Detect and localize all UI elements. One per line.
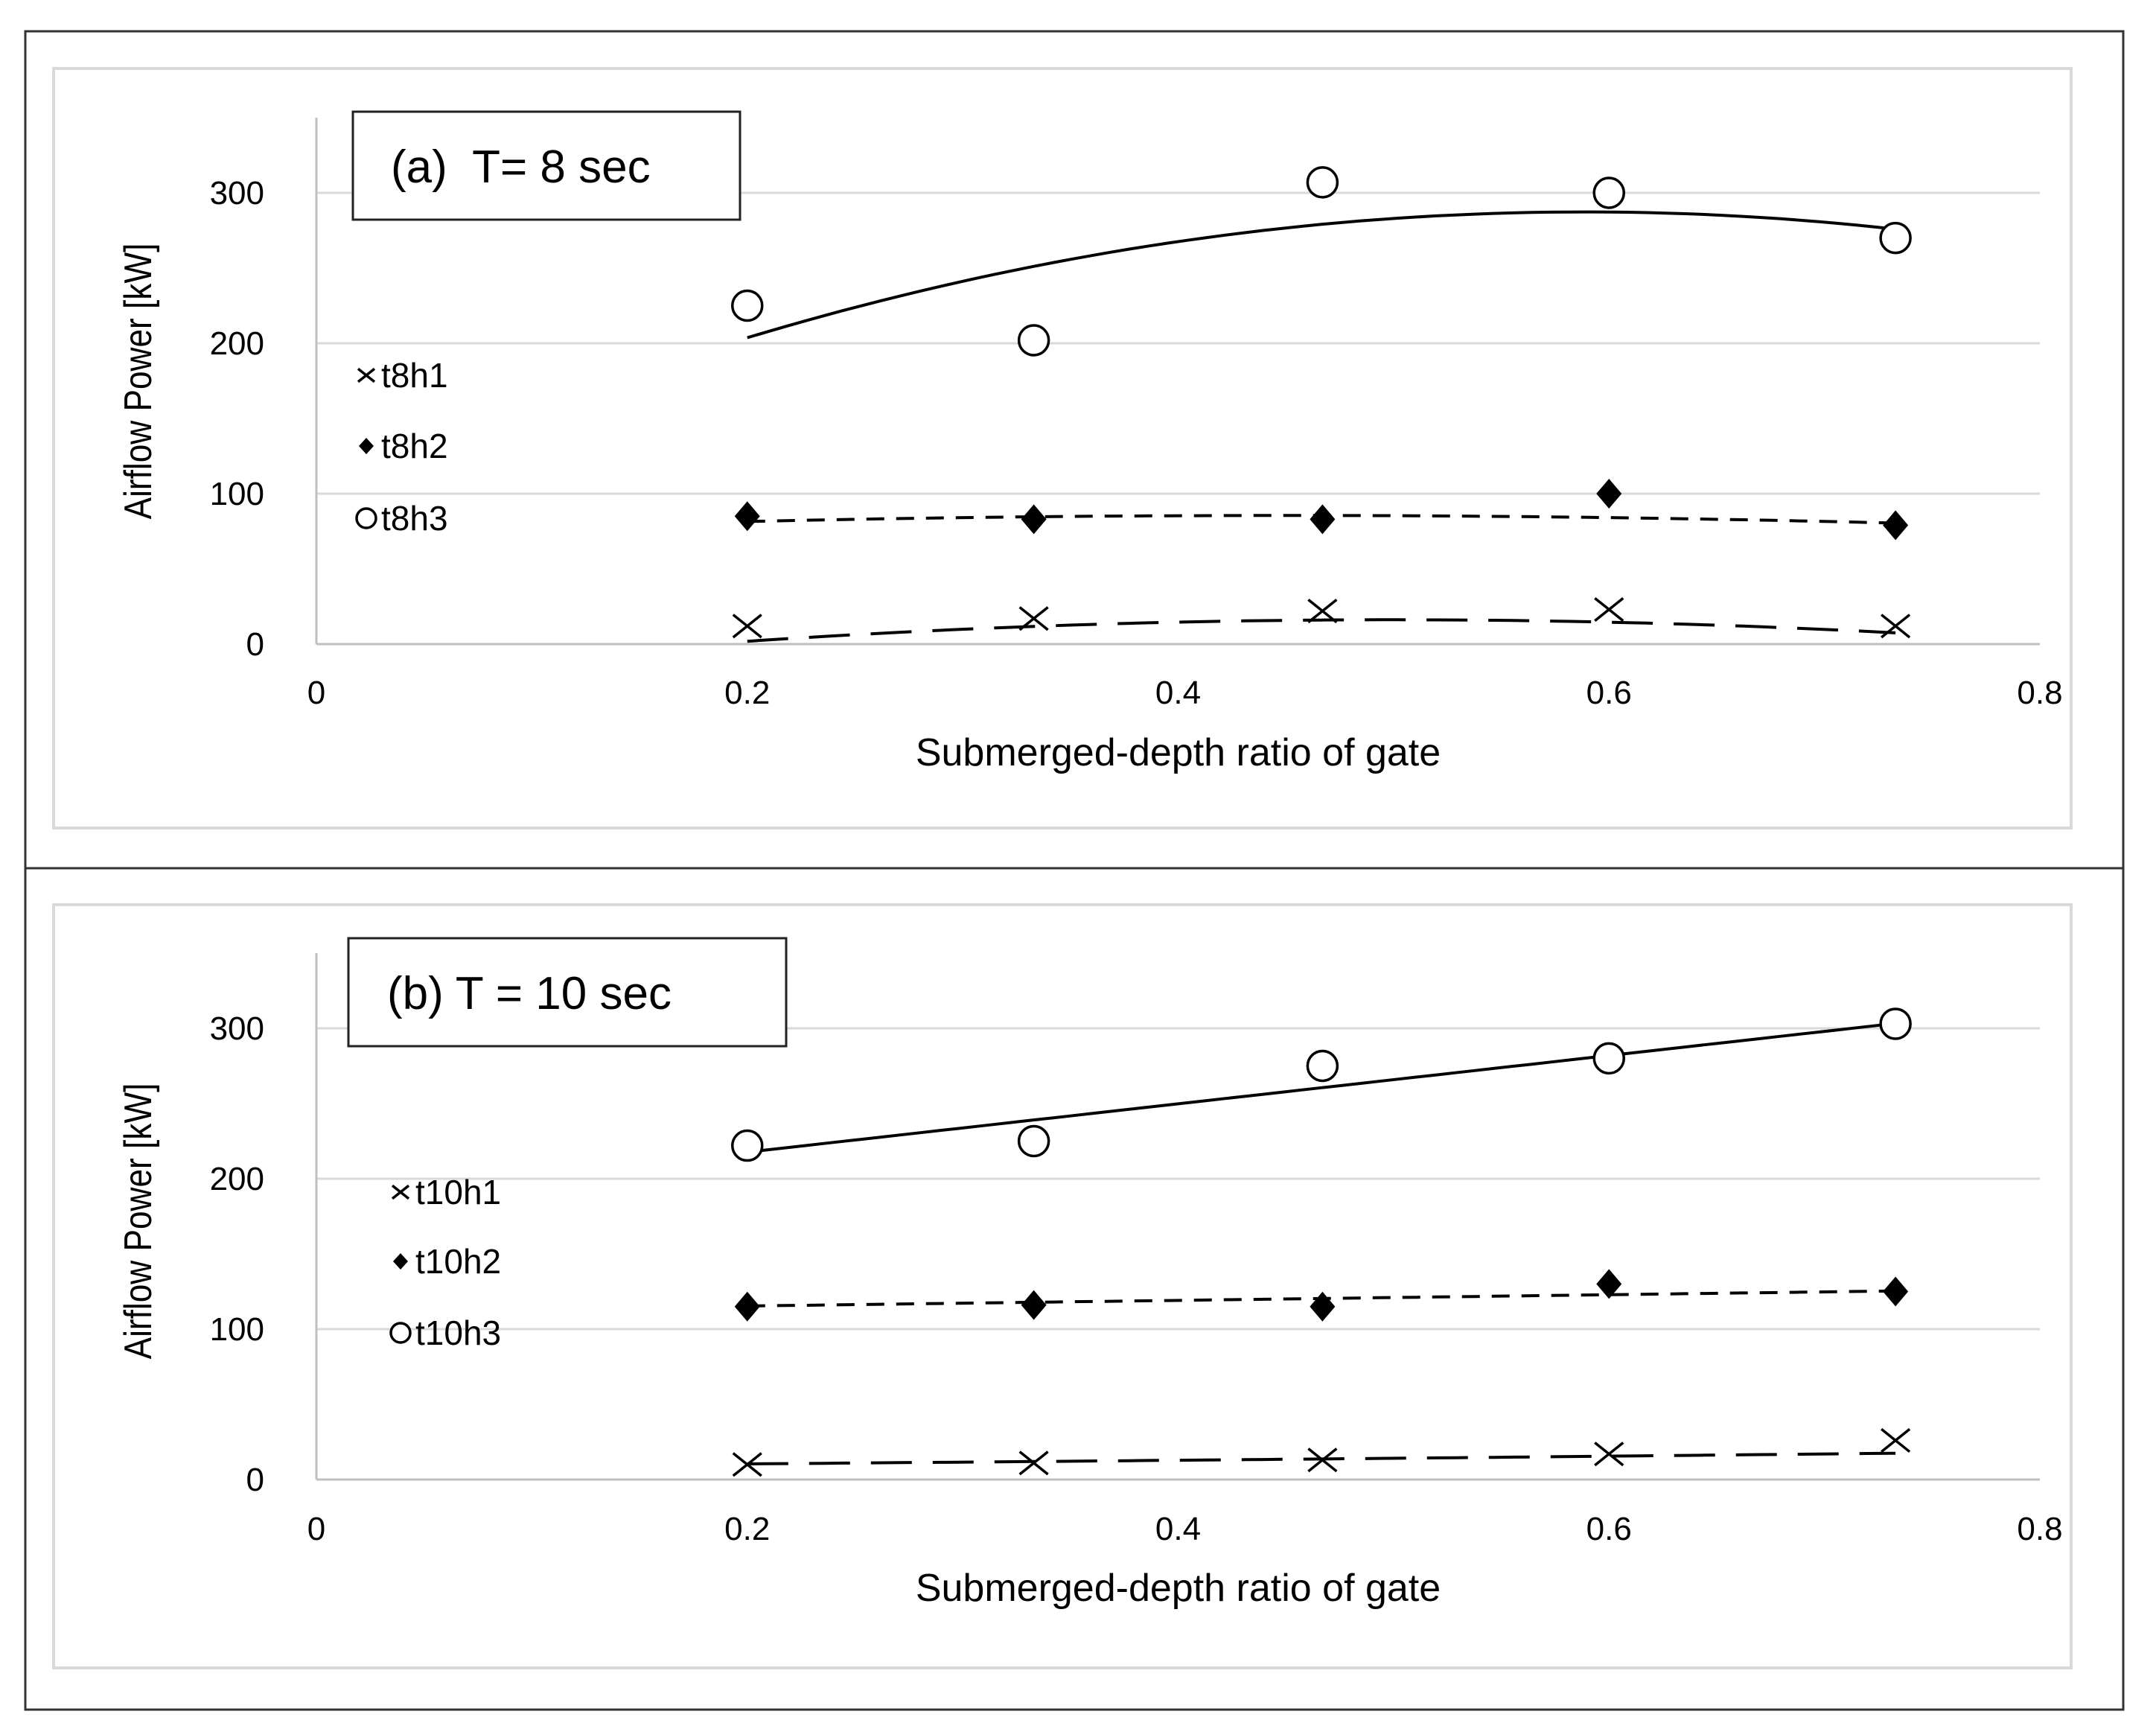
- data-point-t10h2: [1596, 1269, 1622, 1299]
- legend-label-t8h3: t8h3: [381, 499, 448, 538]
- trendline-t10h3: [747, 1022, 1896, 1154]
- figure-frame: [24, 30, 2125, 1711]
- data-point-t10h3: [1306, 1049, 1339, 1083]
- data-point-t8h3: [1592, 176, 1625, 209]
- y-tick-label: 0: [246, 626, 264, 663]
- trendline-t8h3: [747, 210, 1896, 340]
- legend-marker-t10h1: [391, 1184, 410, 1200]
- data-point-t8h3: [1017, 324, 1050, 357]
- y-tick-label: 0: [246, 1462, 264, 1498]
- data-point-t10h2: [1883, 1276, 1909, 1307]
- x-tick-label: 0.8: [2017, 675, 2062, 711]
- y-tick-label: 100: [210, 476, 264, 512]
- legend-label-t10h2: t10h2: [415, 1242, 501, 1281]
- title-box: [347, 937, 788, 1048]
- y-axis-title: Airflow Power [kW]: [117, 243, 160, 520]
- chart-panel-a: 0 100 200 300 0 0.2 0.4 0.6 0.8 Submerged-depth r…: [52, 67, 2073, 829]
- chart-title: (b) T = 10 sec: [387, 968, 672, 1019]
- series-t8h1: [732, 596, 1911, 639]
- series-t10h2: [734, 1269, 1909, 1322]
- x-tick-label: 0.2: [724, 1511, 770, 1547]
- series-t8h2: [734, 479, 1909, 541]
- y-tick-label: 200: [210, 325, 264, 362]
- data-point-t8h2: [734, 501, 760, 532]
- y-axis-title: Airflow Power [kW]: [117, 1083, 160, 1360]
- x-tick-label: 0.4: [1155, 1511, 1201, 1547]
- x-tick-label: 0.8: [2017, 1511, 2062, 1547]
- series-t10h3: [731, 1007, 1912, 1162]
- trendline-t8h1: [747, 618, 1896, 643]
- x-tick-label: 0.6: [1586, 675, 1632, 711]
- data-point-t8h2: [1021, 504, 1047, 535]
- data-point-t10h1: [1594, 1442, 1624, 1467]
- legend-label-t10h1: t10h1: [415, 1173, 501, 1211]
- title-box: [351, 110, 741, 221]
- legend-label-t8h1: t8h1: [381, 356, 448, 395]
- chart-area-border: [52, 67, 2073, 829]
- y-tick-label: 300: [210, 175, 264, 211]
- chart-panel-b: 0 100 200 300 0 0.2 0.4 0.6 0.8 Submerged-depth r…: [52, 903, 2073, 1669]
- series-t10h1: [732, 1427, 1911, 1477]
- data-point-t10h2: [1310, 1291, 1336, 1322]
- data-point-t10h3: [1017, 1124, 1050, 1158]
- x-axis-title: Submerged-depth ratio of gate: [916, 731, 1441, 774]
- legend: t10h1 t10h2 t10h3: [389, 1173, 501, 1352]
- x-tick-label: 0.4: [1155, 675, 1201, 711]
- data-point-t10h1: [1018, 1450, 1049, 1476]
- data-point-t8h1: [732, 614, 762, 639]
- legend-label-t8h2: t8h2: [381, 427, 448, 465]
- x-axis-title: Submerged-depth ratio of gate: [916, 1567, 1441, 1610]
- x-tick-label: 0.2: [724, 675, 770, 711]
- legend-marker-t8h2: [359, 438, 374, 454]
- y-tick-label: 100: [210, 1311, 264, 1348]
- x-tick-label: 0.6: [1586, 1511, 1632, 1547]
- data-point-t8h3: [731, 289, 764, 322]
- data-point-t10h3: [1879, 1007, 1912, 1040]
- data-point-t8h2: [1310, 504, 1336, 535]
- y-tick-label: 200: [210, 1161, 264, 1197]
- chart-title: (a) T= 8 sec: [391, 141, 651, 193]
- data-point-t8h2: [1883, 510, 1909, 541]
- legend-label-t10h3: t10h3: [415, 1313, 501, 1352]
- legend-marker-t8h3: [355, 507, 377, 529]
- data-point-t8h2: [1596, 479, 1622, 509]
- data-point-t10h3: [1592, 1042, 1625, 1075]
- x-tick-label: 0: [307, 1511, 325, 1547]
- data-point-t10h1: [1881, 1427, 1911, 1453]
- legend-marker-t10h2: [393, 1253, 408, 1270]
- data-point-t10h3: [731, 1129, 764, 1162]
- y-tick-label: 300: [210, 1010, 264, 1047]
- data-point-t10h1: [1307, 1448, 1338, 1473]
- chart-area-border: [52, 903, 2073, 1669]
- legend-marker-t8h1: [357, 367, 376, 383]
- data-point-t10h1: [732, 1452, 762, 1477]
- data-point-t8h3: [1879, 221, 1912, 255]
- data-point-t8h1: [1307, 598, 1338, 624]
- legend-marker-t10h3: [389, 1322, 412, 1344]
- series-t8h3: [731, 166, 1912, 357]
- x-tick-label: 0: [307, 675, 325, 711]
- data-point-t10h2: [1021, 1290, 1047, 1320]
- data-point-t8h3: [1306, 166, 1339, 199]
- data-point-t10h2: [734, 1291, 760, 1322]
- outer-frame: [24, 30, 2125, 1711]
- data-point-t8h1: [1018, 606, 1049, 631]
- data-point-t8h1: [1594, 596, 1624, 622]
- data-point-t8h1: [1881, 614, 1911, 639]
- legend: t8h1 t8h2 t8h3: [355, 356, 448, 538]
